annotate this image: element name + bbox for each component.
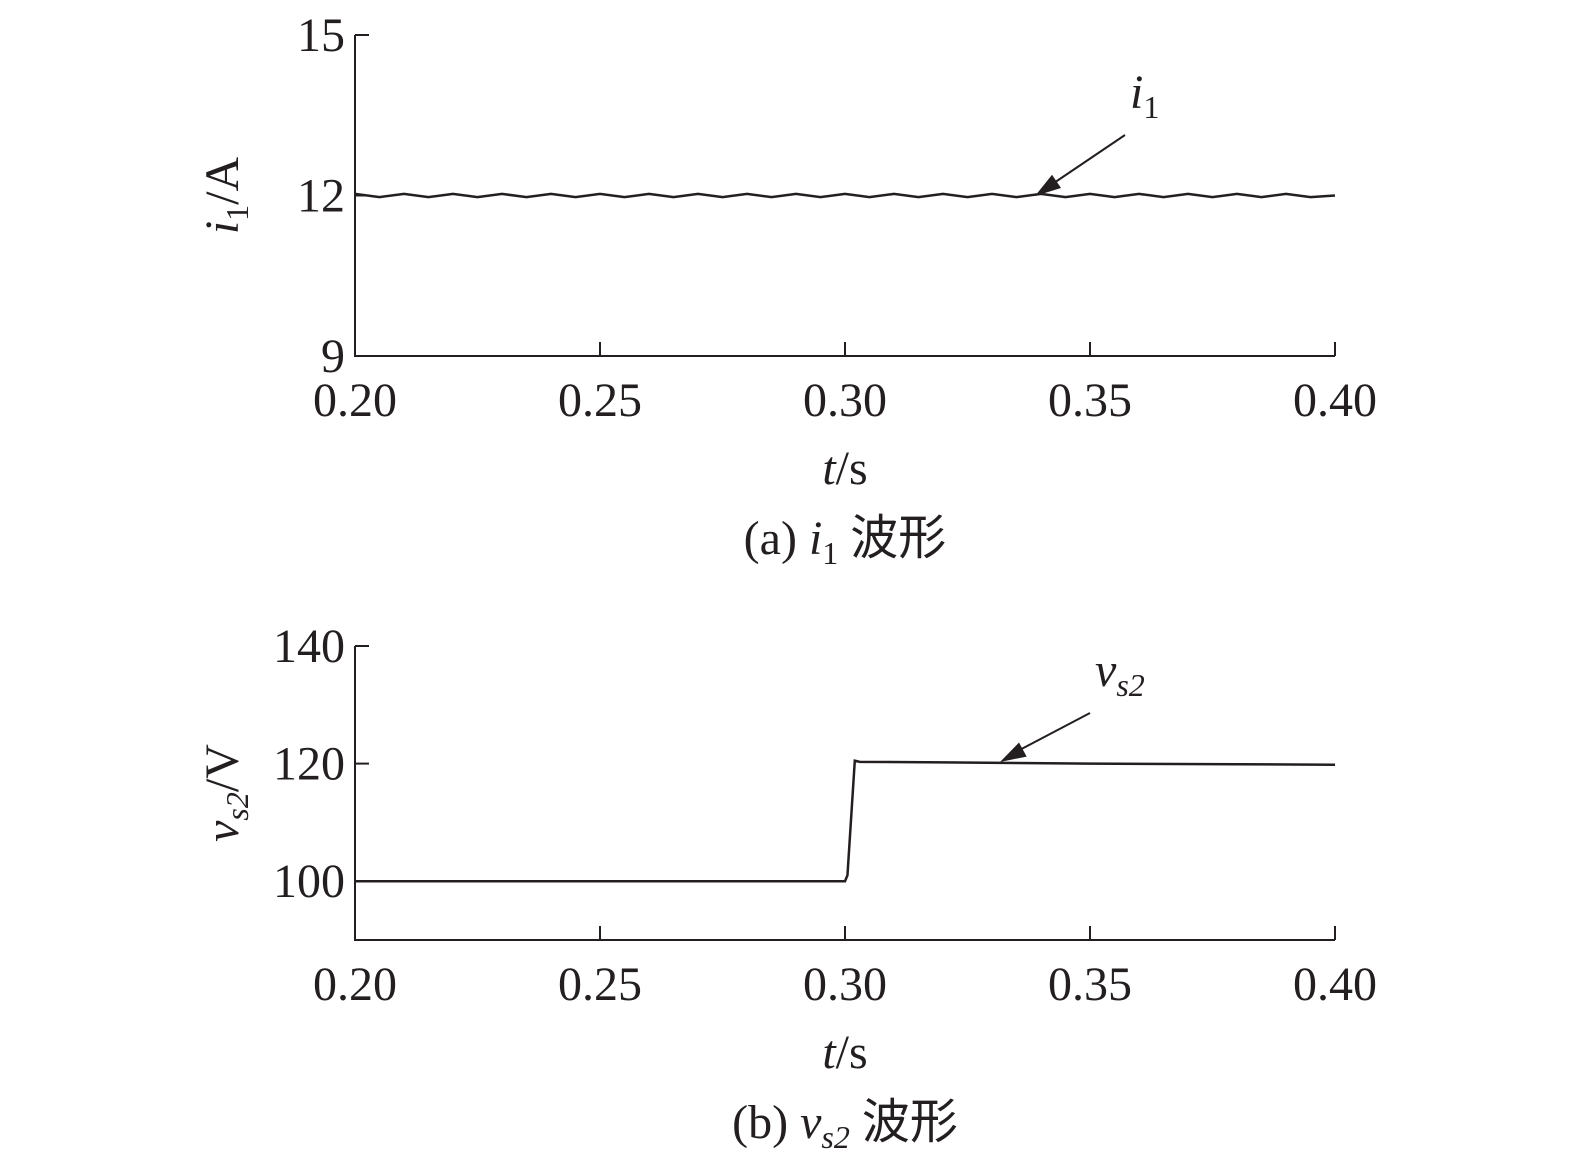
caption-part: 1 [822, 535, 838, 571]
x-axis-label-part: t [822, 1026, 837, 1079]
y-tick-label: 120 [273, 738, 345, 791]
x-tick-label: 0.30 [803, 374, 887, 427]
y-axis-label-part: /V [196, 744, 249, 792]
caption-part: 波形 [850, 512, 946, 565]
x-tick-label: 0.25 [558, 958, 642, 1011]
x-tick-label: 0.30 [803, 958, 887, 1011]
annotation-arrow [1044, 134, 1126, 190]
x-axis-label-part: t [822, 442, 837, 495]
y-axis-label-part: 1 [219, 205, 255, 221]
caption-part: 波形 [862, 1096, 958, 1149]
y-axis-label-part: s2 [219, 792, 255, 820]
line [355, 759, 1336, 883]
y-tick-label: 15 [297, 9, 345, 62]
x-tick-label: 0.35 [1048, 958, 1132, 1011]
y-axis-label-part: i [196, 221, 249, 234]
x-tick-label: 0.25 [558, 374, 642, 427]
annotation-arrow [1009, 712, 1091, 756]
x-tick-label: 0.40 [1293, 958, 1377, 1011]
x-axis-label-part: /s [836, 442, 868, 495]
caption-part: i [809, 512, 822, 565]
y-axis-label: i1/A [196, 156, 255, 234]
line [354, 192, 1336, 199]
axes [354, 35, 1335, 357]
y-tick-label: 9 [321, 330, 345, 383]
x-axis-label: t/s [822, 442, 867, 495]
y-tick-label: 12 [297, 170, 345, 223]
caption-part: (b) [732, 1096, 788, 1149]
caption-part: s2 [821, 1119, 849, 1155]
x-tick-label: 0.35 [1048, 374, 1132, 427]
x-tick-label: 0.40 [1293, 374, 1377, 427]
x-axis-label: t/s [822, 1026, 867, 1079]
y-tick-label: 100 [273, 855, 345, 908]
annotation: i1 [1130, 66, 1159, 125]
y-axis-label-part: /A [196, 156, 249, 204]
x-tick-label: 0.20 [313, 374, 397, 427]
annotation-part: v [1095, 644, 1117, 697]
arrow-head [1035, 174, 1062, 196]
caption: (b) vs2 波形 [732, 1096, 958, 1155]
annotation-part: i [1130, 66, 1143, 119]
x-axis-label-part: /s [836, 1026, 868, 1079]
arrow-head [1000, 742, 1027, 762]
axes [354, 646, 1335, 941]
caption: (a) i1 波形 [744, 512, 947, 571]
y-tick-label: 140 [273, 620, 345, 673]
caption-part: v [800, 1096, 822, 1149]
annotation-part: s2 [1116, 667, 1144, 703]
y-axis-label: vs2/V [196, 744, 255, 842]
annotation-part: 1 [1143, 89, 1159, 125]
caption-part: (a) [744, 512, 797, 565]
x-tick-label: 0.20 [313, 958, 397, 1011]
y-axis-label-part: v [196, 820, 249, 842]
annotation: vs2 [1095, 644, 1145, 703]
